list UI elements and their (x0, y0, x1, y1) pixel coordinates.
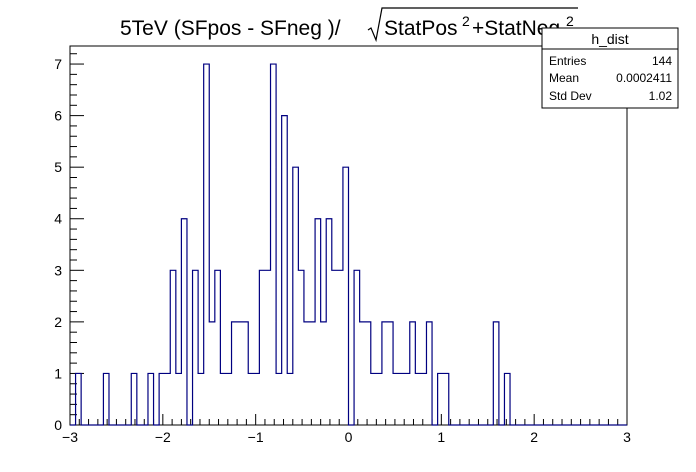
x-tick-label: 1 (437, 429, 445, 445)
chart-title: 5TeV (SFpos - SFneg )/ StatPos 2 +StatNe… (120, 7, 578, 43)
stats-stddev-label: Std Dev (549, 89, 592, 103)
x-tick-label: 3 (623, 429, 631, 445)
x-tick-label: 2 (530, 429, 538, 445)
title-main: 5TeV (SFpos - SFneg )/ (120, 17, 341, 40)
stats-title: h_dist (591, 31, 628, 47)
y-tick-label: 0 (54, 417, 62, 433)
y-tick-label: 6 (54, 108, 62, 124)
title-sqrt-part2: +StatNeg (472, 17, 560, 40)
x-tick-label: −3 (62, 429, 78, 445)
stats-stddev-value: 1.02 (649, 89, 673, 103)
x-tick-label: 0 (345, 429, 353, 445)
x-axis: −3 −2 −1 0 1 2 3 (62, 414, 631, 445)
x-tick-label: −1 (248, 429, 264, 445)
y-tick-label: 1 (54, 365, 62, 381)
title-sup2: 2 (566, 13, 574, 29)
title-sup1: 2 (462, 13, 470, 29)
y-tick-label: 5 (54, 159, 62, 175)
y-axis: 0 1 2 3 4 5 6 7 (54, 53, 84, 433)
sqrt-sign (367, 7, 578, 43)
y-tick-label: 7 (54, 56, 62, 72)
y-tick-label: 2 (54, 314, 62, 330)
stats-mean-label: Mean (549, 71, 579, 85)
y-tick-label: 3 (54, 262, 62, 278)
title-sqrt-part1: StatPos (384, 17, 458, 40)
stats-entries-label: Entries (549, 54, 586, 68)
histogram-series (70, 63, 627, 426)
stats-entries-value: 144 (652, 54, 672, 68)
y-tick-label: 4 (54, 211, 62, 227)
stats-box: h_dist Entries 144 Mean 0.0002411 Std De… (541, 27, 679, 109)
histogram-step-line (70, 63, 627, 426)
x-tick-label: −2 (155, 429, 171, 445)
stats-box-frame (541, 27, 679, 109)
stats-mean-value: 0.0002411 (616, 71, 672, 85)
